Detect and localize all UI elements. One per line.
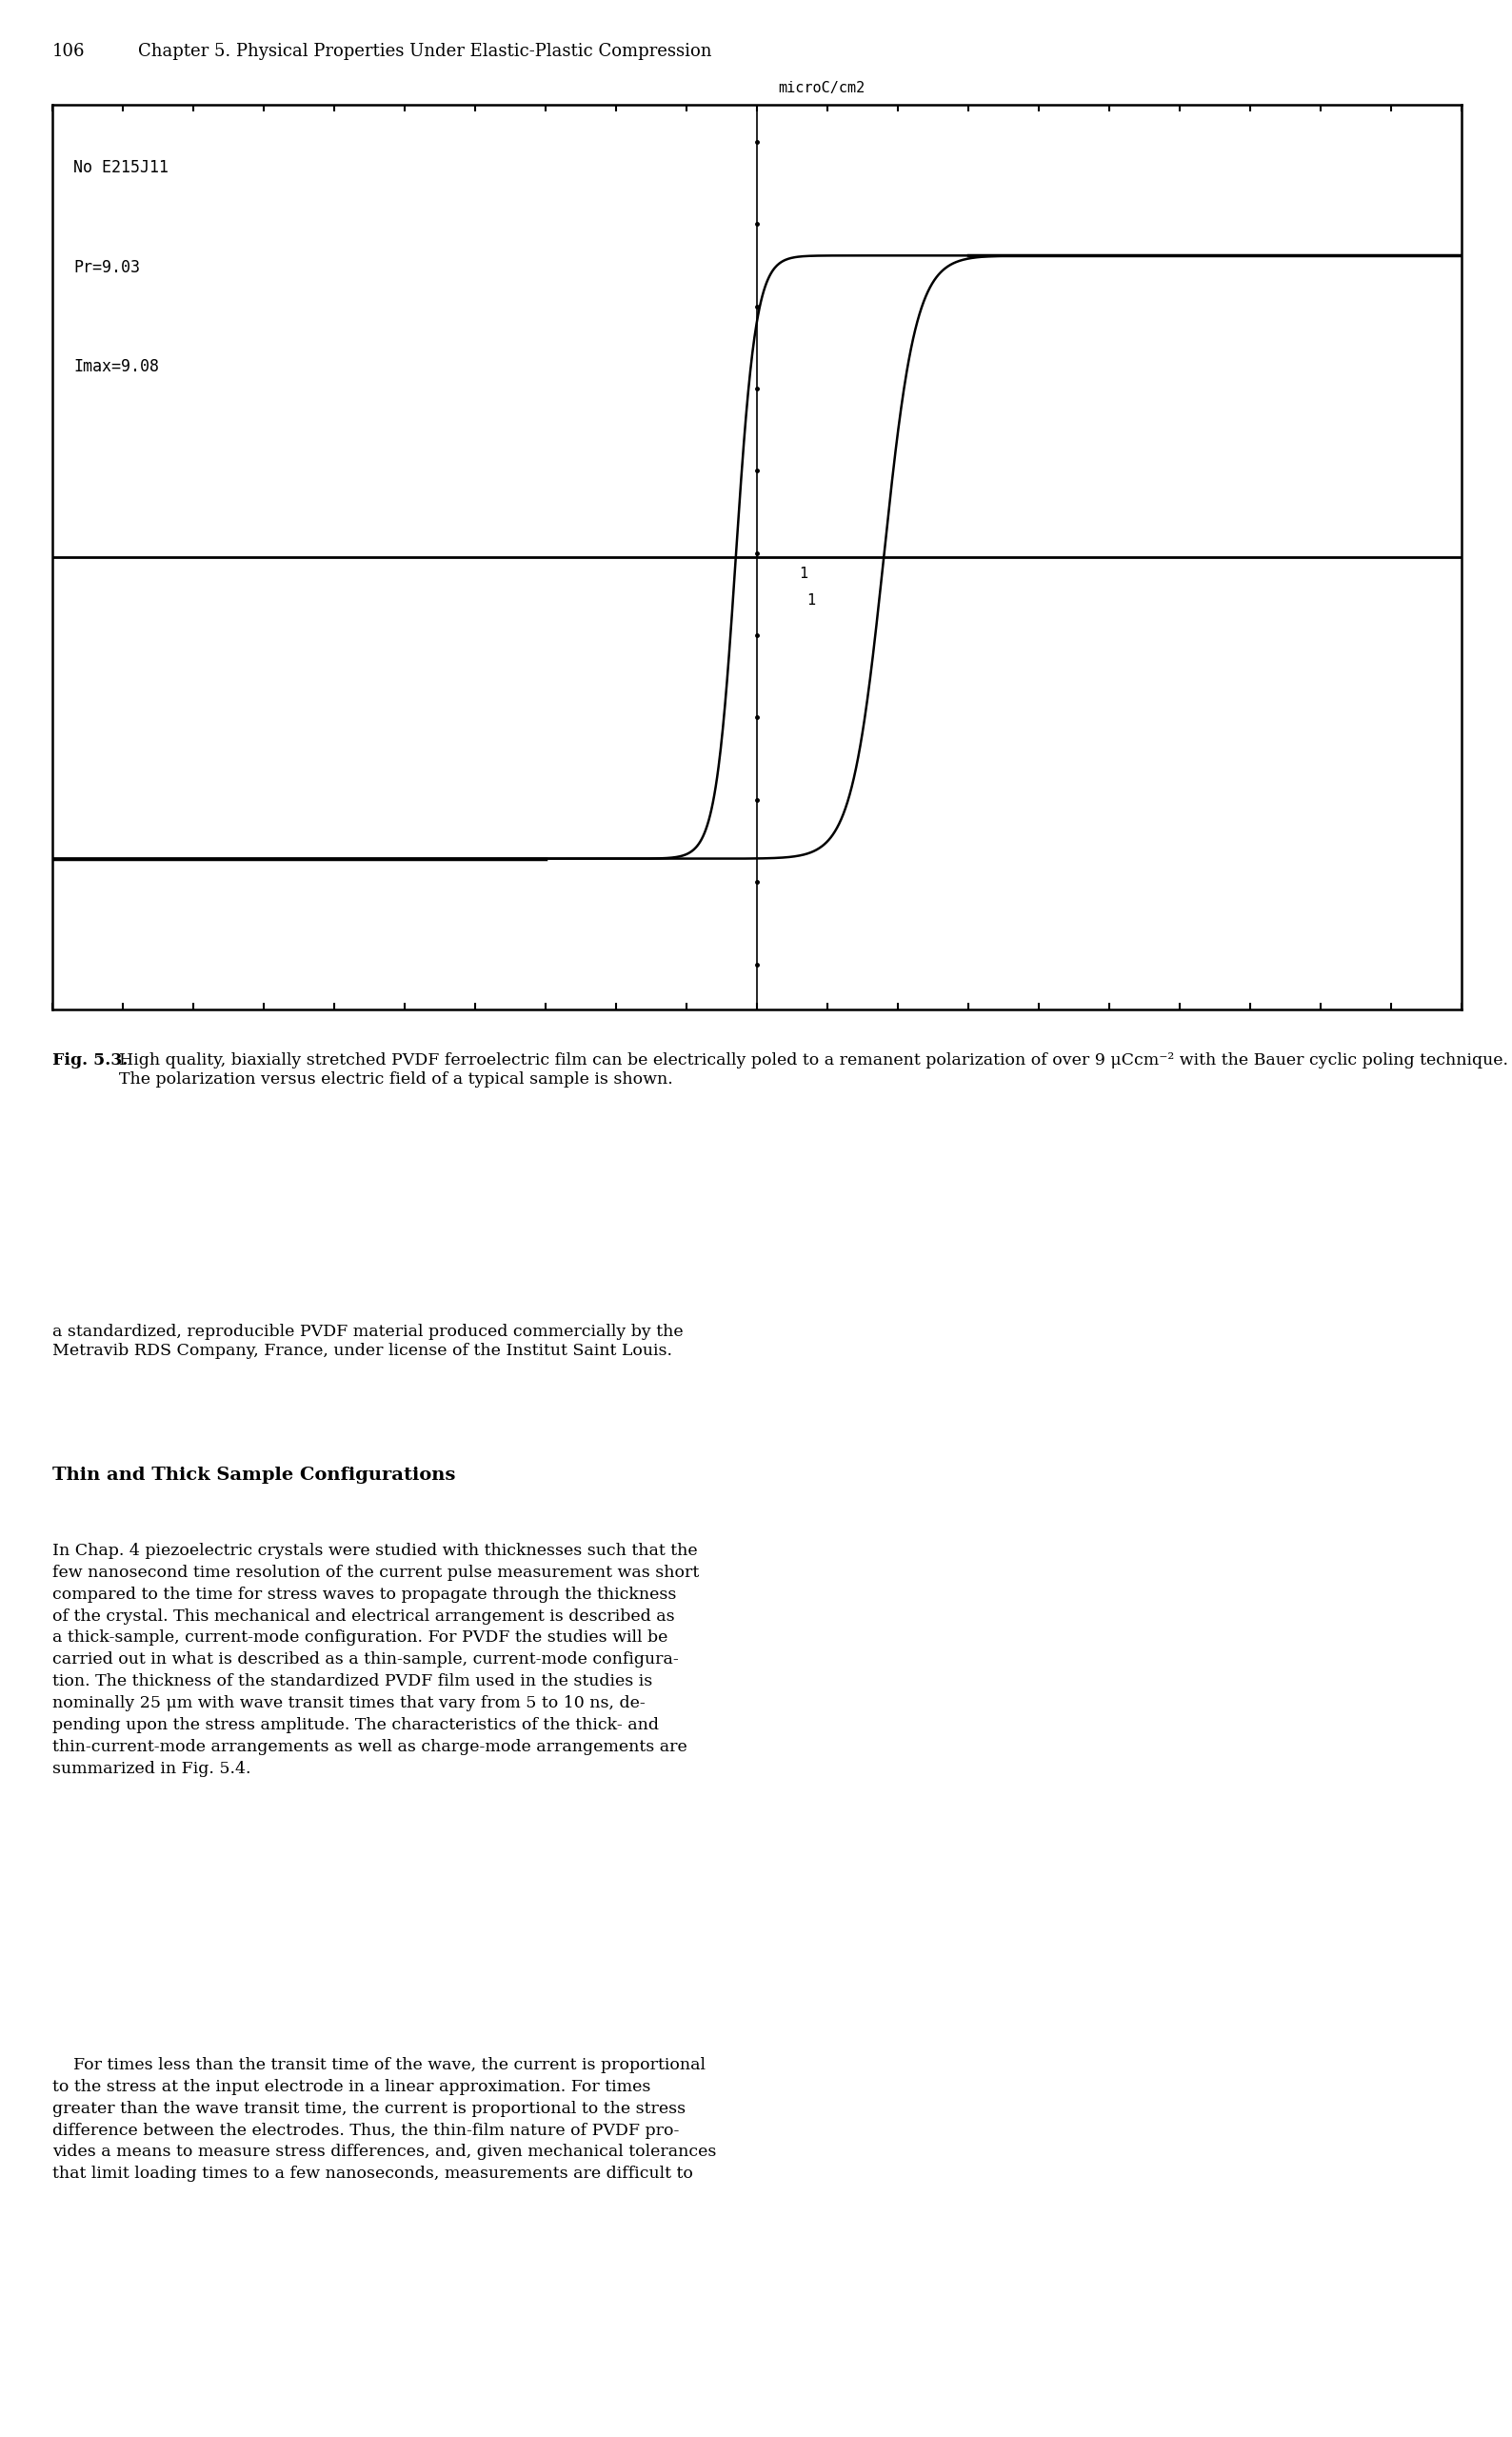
- Text: 1: 1: [806, 595, 815, 607]
- Text: microC/cm2: microC/cm2: [779, 80, 865, 95]
- Text: Fig. 5.3.: Fig. 5.3.: [53, 1053, 129, 1067]
- Text: High quality, biaxially stretched PVDF ferroelectric film can be electrically po: High quality, biaxially stretched PVDF f…: [119, 1053, 1507, 1087]
- Text: Chapter 5. Physical Properties Under Elastic-Plastic Compression: Chapter 5. Physical Properties Under Ela…: [138, 44, 712, 61]
- Text: a standardized, reproducible PVDF material produced commercially by the
Metravib: a standardized, reproducible PVDF materi…: [53, 1323, 683, 1357]
- Text: 1: 1: [800, 568, 807, 582]
- Text: Pr=9.03: Pr=9.03: [74, 258, 141, 275]
- Text: Imax=9.08: Imax=9.08: [74, 358, 159, 375]
- Text: For times less than the transit time of the wave, the current is proportional
to: For times less than the transit time of …: [53, 2057, 717, 2181]
- Text: In Chap. 4 piezoelectric crystals were studied with thicknesses such that the
fe: In Chap. 4 piezoelectric crystals were s…: [53, 1543, 699, 1777]
- Text: No E215J11: No E215J11: [74, 158, 169, 175]
- Text: 106: 106: [53, 44, 85, 61]
- Text: Thin and Thick Sample Configurations: Thin and Thick Sample Configurations: [53, 1467, 455, 1484]
